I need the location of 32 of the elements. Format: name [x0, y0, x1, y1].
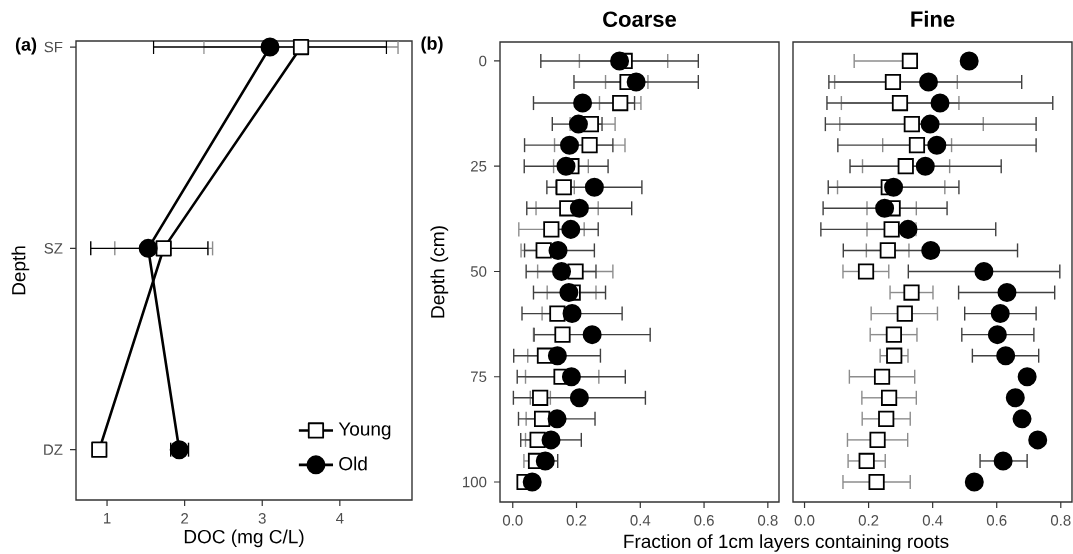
- text: (b): [421, 36, 443, 54]
- x-axis-title: Fraction of 1cm layers containing roots: [624, 534, 949, 552]
- y-tick-label: 100: [463, 476, 487, 488]
- x-tick-label: 2: [181, 513, 189, 524]
- y-tick-label: DZ: [44, 444, 63, 455]
- x-tick-label: 1: [104, 513, 111, 524]
- y-axis-title: Depth: [11, 246, 30, 295]
- x-tick-label: 0.8: [758, 515, 778, 526]
- x-tick-label: 0.4: [630, 515, 651, 526]
- chart-title: Fine: [911, 10, 955, 27]
- text: (a): [15, 37, 37, 55]
- x-tick-label: 0.4: [922, 515, 943, 526]
- y-tick-label: 75: [471, 371, 487, 382]
- legend-label: Young: [338, 422, 391, 440]
- legend-label: Old: [339, 456, 367, 471]
- x-tick-label: 0.8: [1050, 515, 1071, 526]
- y-tick-label: 0: [479, 55, 487, 67]
- y-tick-label: 25: [471, 160, 487, 172]
- chart-title: Coarse: [603, 11, 677, 27]
- y-tick-label: SF: [44, 41, 63, 53]
- x-tick-label: 0.0: [794, 515, 815, 526]
- x-tick-label: 0.2: [566, 515, 587, 526]
- x-tick-label: 0.0: [502, 515, 523, 526]
- y-tick-label: SZ: [44, 243, 63, 254]
- y-tick-label: 50: [470, 266, 487, 277]
- x-tick-label: 3: [258, 513, 266, 524]
- x-tick-label: 4: [336, 513, 344, 524]
- x-tick-label: 0.6: [986, 515, 1007, 526]
- x-tick-label: 0.6: [694, 515, 714, 526]
- y-axis-title: Depth (cm): [430, 226, 449, 318]
- x-axis-title: DOC (mg C/L): [184, 529, 304, 548]
- x-tick-label: 0.2: [858, 515, 879, 526]
